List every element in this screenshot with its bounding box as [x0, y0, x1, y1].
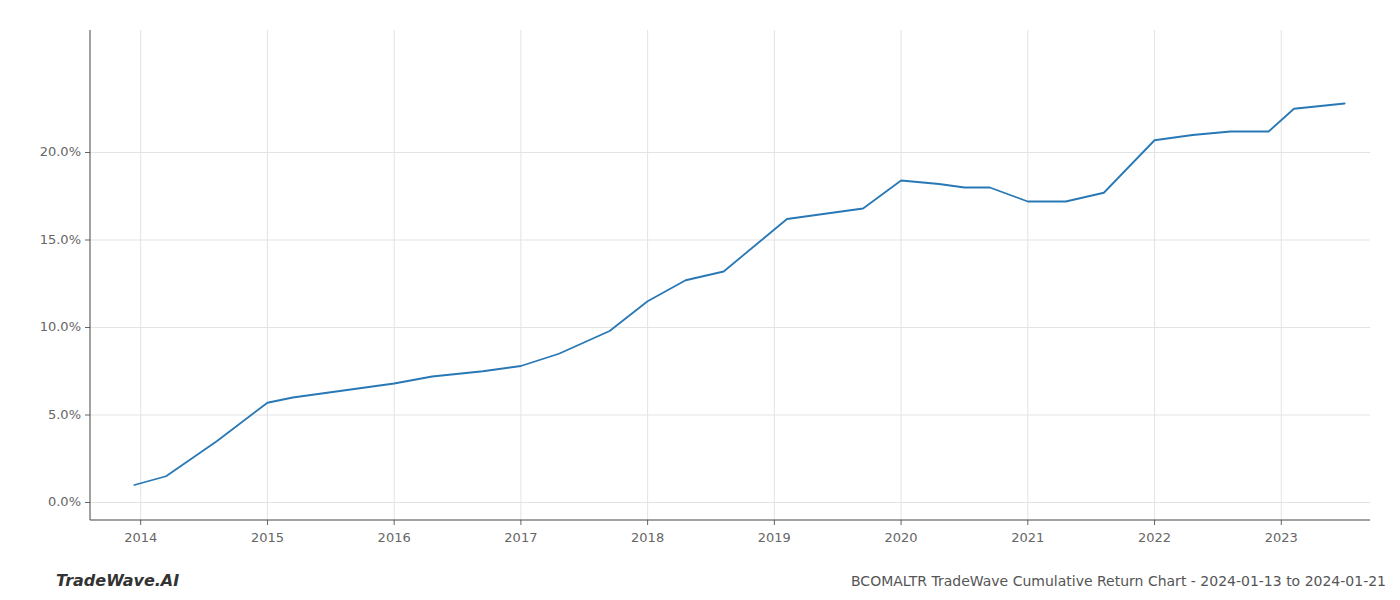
- tick-x: [647, 520, 648, 525]
- grid-line-y: [90, 152, 1370, 153]
- tick-x: [520, 520, 521, 525]
- grid-line-y: [90, 327, 1370, 328]
- grid-line-x: [1281, 30, 1282, 520]
- grid-line-x: [520, 30, 521, 520]
- tick-x: [1154, 520, 1155, 525]
- tick-x: [901, 520, 902, 525]
- tick-label-y: 15.0%: [40, 232, 81, 247]
- tick-label-x: 2022: [1138, 530, 1171, 545]
- grid-line-x: [901, 30, 902, 520]
- tick-y: [85, 240, 90, 241]
- tick-label-x: 2019: [758, 530, 791, 545]
- axes: 0.0% 5.0% 10.0% 15.0% 20.0% 2014 2015 2016 2017 2…: [40, 30, 1370, 545]
- grid-line-y: [90, 240, 1370, 241]
- tick-label-y: 10.0%: [40, 319, 81, 334]
- tick-label-x: 2023: [1265, 530, 1298, 545]
- tick-y: [85, 502, 90, 503]
- grid-line-x: [1154, 30, 1155, 520]
- line: [134, 104, 1344, 486]
- tick-x: [1281, 520, 1282, 525]
- axis-line-x: [90, 520, 1370, 521]
- tick-label-x: 2018: [631, 530, 664, 545]
- tick-x: [140, 520, 141, 525]
- tick-label-x: 2014: [124, 530, 157, 545]
- tick-x: [394, 520, 395, 525]
- plot-area: [134, 104, 1344, 486]
- grid: [90, 30, 1370, 520]
- tick-y: [85, 327, 90, 328]
- grid-line-y: [90, 415, 1370, 416]
- grid-line-x: [140, 30, 141, 520]
- tick-x: [1027, 520, 1028, 525]
- watermark: TradeWave.AI: [56, 571, 179, 590]
- tick-label-x: 2015: [251, 530, 284, 545]
- tick-y: [85, 415, 90, 416]
- chart: 0.0% 5.0% 10.0% 15.0% 20.0% 2014 2015 2016 2017 2…: [0, 0, 1400, 600]
- tick-label-y: 5.0%: [48, 407, 81, 422]
- axis-line-y: [90, 30, 91, 520]
- grid-line-x: [774, 30, 775, 520]
- tick-label-x: 2017: [504, 530, 537, 545]
- grid-line-x: [1027, 30, 1028, 520]
- tick-x: [774, 520, 775, 525]
- tick-x: [267, 520, 268, 525]
- title: BCOMALTR TradeWave Cumulative Return Cha…: [851, 573, 1386, 589]
- tick-label-x: 2020: [885, 530, 918, 545]
- grid-line-x: [647, 30, 648, 520]
- tick-label-y: 20.0%: [40, 144, 81, 159]
- grid-line-y: [90, 502, 1370, 503]
- tick-label-x: 2021: [1011, 530, 1044, 545]
- tick-y: [85, 152, 90, 153]
- grid-line-x: [394, 30, 395, 520]
- tick-label-x: 2016: [378, 530, 411, 545]
- tick-label-y: 0.0%: [48, 494, 81, 509]
- grid-line-x: [267, 30, 268, 520]
